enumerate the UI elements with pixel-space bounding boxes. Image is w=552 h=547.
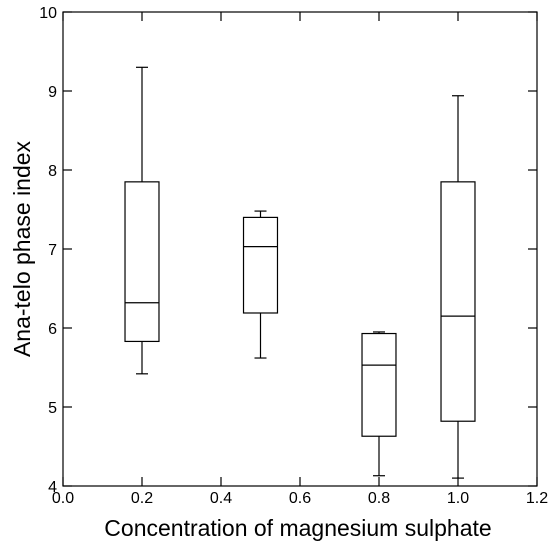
box-0 [124, 66, 160, 375]
y-tick-label: 6 [48, 321, 57, 338]
iqr-box [124, 181, 160, 343]
tick-marks [62, 11, 538, 487]
boxes [124, 66, 476, 479]
y-tick-label: 7 [48, 242, 57, 259]
y-axis-label: Ana-telo phase index [9, 140, 35, 357]
y-tick-label: 8 [48, 163, 57, 180]
iqr-box [361, 332, 397, 437]
x-tick-label: 0.4 [210, 490, 232, 507]
y-tick-label: 9 [48, 84, 57, 101]
y-tick-label: 5 [48, 400, 57, 417]
x-tick-label: 0.2 [131, 490, 153, 507]
x-tick-label: 0.6 [289, 490, 311, 507]
x-tick-label: 0.0 [52, 490, 74, 507]
box-3 [440, 95, 476, 479]
y-tick-label: 4 [48, 479, 57, 496]
tick-labels: 0.0 0.2 0.4 0.6 0.8 1.0 1.2 4 5 6 7 8 9 10 [39, 5, 548, 507]
box-2 [361, 331, 397, 477]
x-axis-label: Concentration of magnesium sulphate [104, 515, 491, 541]
x-tick-label: 0.8 [368, 490, 390, 507]
x-tick-label: 1.2 [526, 490, 548, 507]
y-tick-label: 10 [39, 5, 57, 22]
x-tick-label: 1.0 [447, 490, 469, 507]
box-1 [242, 210, 279, 359]
iqr-box [242, 216, 279, 314]
iqr-box [440, 181, 476, 422]
